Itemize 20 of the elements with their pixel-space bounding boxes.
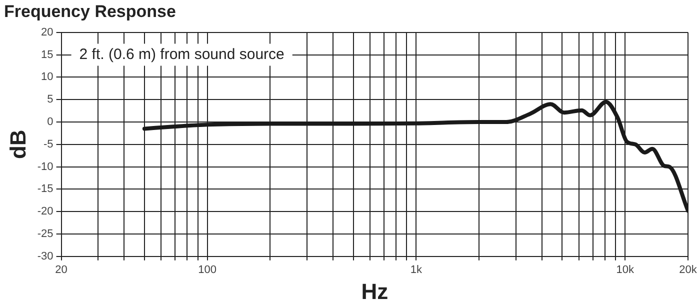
chart-title: Frequency Response <box>4 2 176 21</box>
y-tick-label: -5 <box>44 138 54 150</box>
y-tick-label: -20 <box>37 206 54 218</box>
y-tick-label: -10 <box>37 160 54 173</box>
x-tick-label: 20k <box>679 264 698 276</box>
y-axis-title: dB <box>5 130 30 160</box>
annotation: 2 ft. (0.6 m) from sound source <box>79 46 284 63</box>
x-tick-label: 20 <box>55 264 68 276</box>
y-tick-label: -25 <box>37 228 54 240</box>
x-tick-label: 10k <box>616 264 634 276</box>
y-tick-label: -15 <box>37 183 54 196</box>
y-tick-label: -30 <box>37 250 54 262</box>
y-tick-label: 5 <box>47 94 54 106</box>
y-tick-label: 0 <box>47 116 54 128</box>
x-tick-label: 100 <box>198 264 216 276</box>
x-axis-title: Hz <box>361 278 388 304</box>
y-tick-label: 20 <box>41 26 54 38</box>
x-tick-label: 1k <box>410 264 423 276</box>
y-tick-label: 10 <box>41 71 54 84</box>
y-tick-label: 15 <box>41 48 54 61</box>
